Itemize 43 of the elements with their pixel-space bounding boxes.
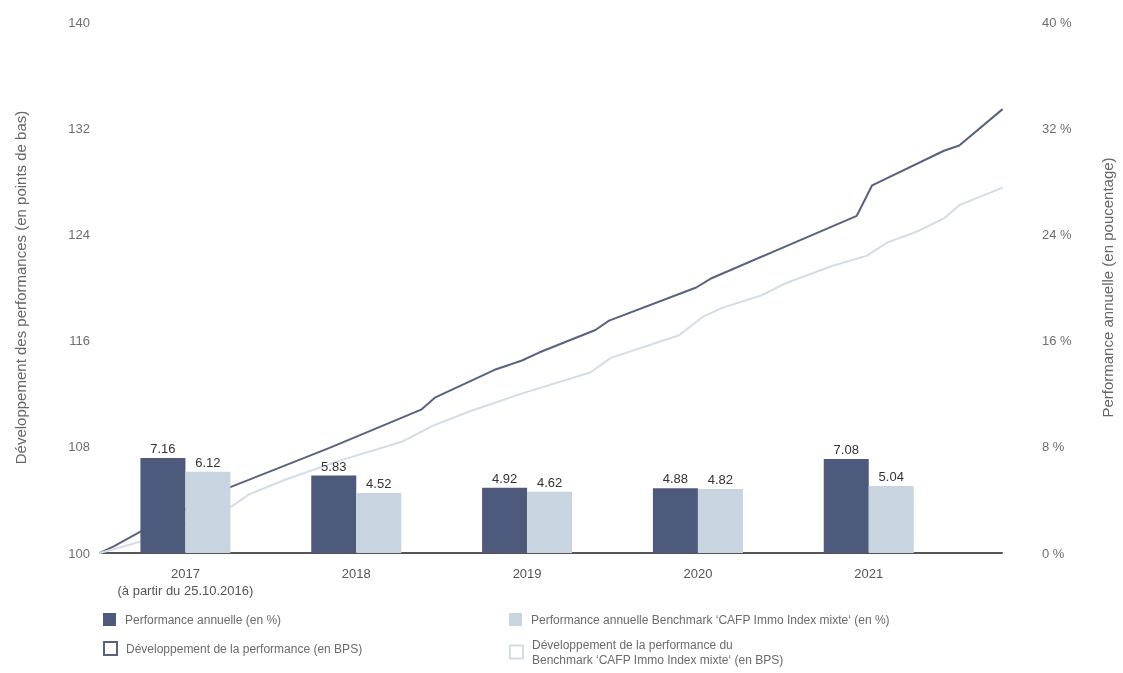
x-tick-label: 2018 bbox=[341, 566, 371, 581]
y-tick-label: 132 bbox=[68, 120, 90, 136]
bar bbox=[527, 491, 573, 553]
legend-label: Développement de la performance du Benchmark ‘CAFP Immo Index mixte‘ (en BPS) bbox=[532, 637, 784, 667]
x-tick-label: 2017 (à partir du 25.10.2016) bbox=[117, 566, 254, 598]
line-series bbox=[99, 186, 1003, 554]
y-tick-label: 140 bbox=[68, 14, 90, 30]
legend-label: Performance annuelle (en %) bbox=[125, 612, 282, 627]
y-tick-label: 100 bbox=[68, 545, 90, 561]
y2-axis-title: Performance annuelle (en poucentage) bbox=[1099, 157, 1116, 418]
legend-label: Développement de la performance (en BPS) bbox=[126, 641, 363, 656]
data-label: 4.52 bbox=[366, 476, 392, 491]
y-tick-label: 116 bbox=[69, 333, 90, 349]
data-label: 5.04 bbox=[878, 469, 904, 485]
y2-tick-label: 32 % bbox=[1042, 120, 1073, 136]
y2-tick-label: 16 % bbox=[1042, 333, 1073, 349]
data-label: 6.12 bbox=[195, 454, 221, 470]
data-label: 5.83 bbox=[321, 458, 347, 474]
x-tick-label: 2021 bbox=[854, 566, 884, 581]
data-label: 4.82 bbox=[707, 472, 734, 488]
bar bbox=[868, 486, 914, 553]
bar bbox=[311, 475, 357, 553]
y2-tick-label: 24 % bbox=[1042, 226, 1073, 242]
data-label: 4.92 bbox=[491, 470, 518, 486]
line-series bbox=[99, 108, 1003, 554]
y2-tick-label: 8 % bbox=[1042, 439, 1065, 455]
data-label: 4.62 bbox=[536, 474, 563, 490]
x-tick-label: 2019 bbox=[512, 566, 542, 581]
data-label: 7.08 bbox=[833, 442, 859, 458]
legend-label: Performance annuelle Benchmark ‘CAFP Immo Index mixte‘ (en %) bbox=[531, 612, 890, 627]
y-axis-title: Développement des performances (en points de bas) bbox=[12, 110, 29, 465]
data-label: 7.16 bbox=[150, 440, 176, 456]
y-tick-label: 108 bbox=[68, 439, 90, 455]
bar bbox=[697, 489, 743, 553]
data-label: 4.88 bbox=[662, 471, 689, 487]
y2-tick-label: 40 % bbox=[1042, 14, 1073, 30]
bar bbox=[356, 493, 402, 553]
bar bbox=[482, 487, 528, 553]
y2-tick-label: 0 % bbox=[1042, 545, 1065, 561]
x-tick-label: 2020 bbox=[683, 566, 713, 581]
y-tick-label: 124 bbox=[68, 226, 90, 242]
bar bbox=[823, 459, 869, 553]
bar bbox=[652, 488, 698, 553]
